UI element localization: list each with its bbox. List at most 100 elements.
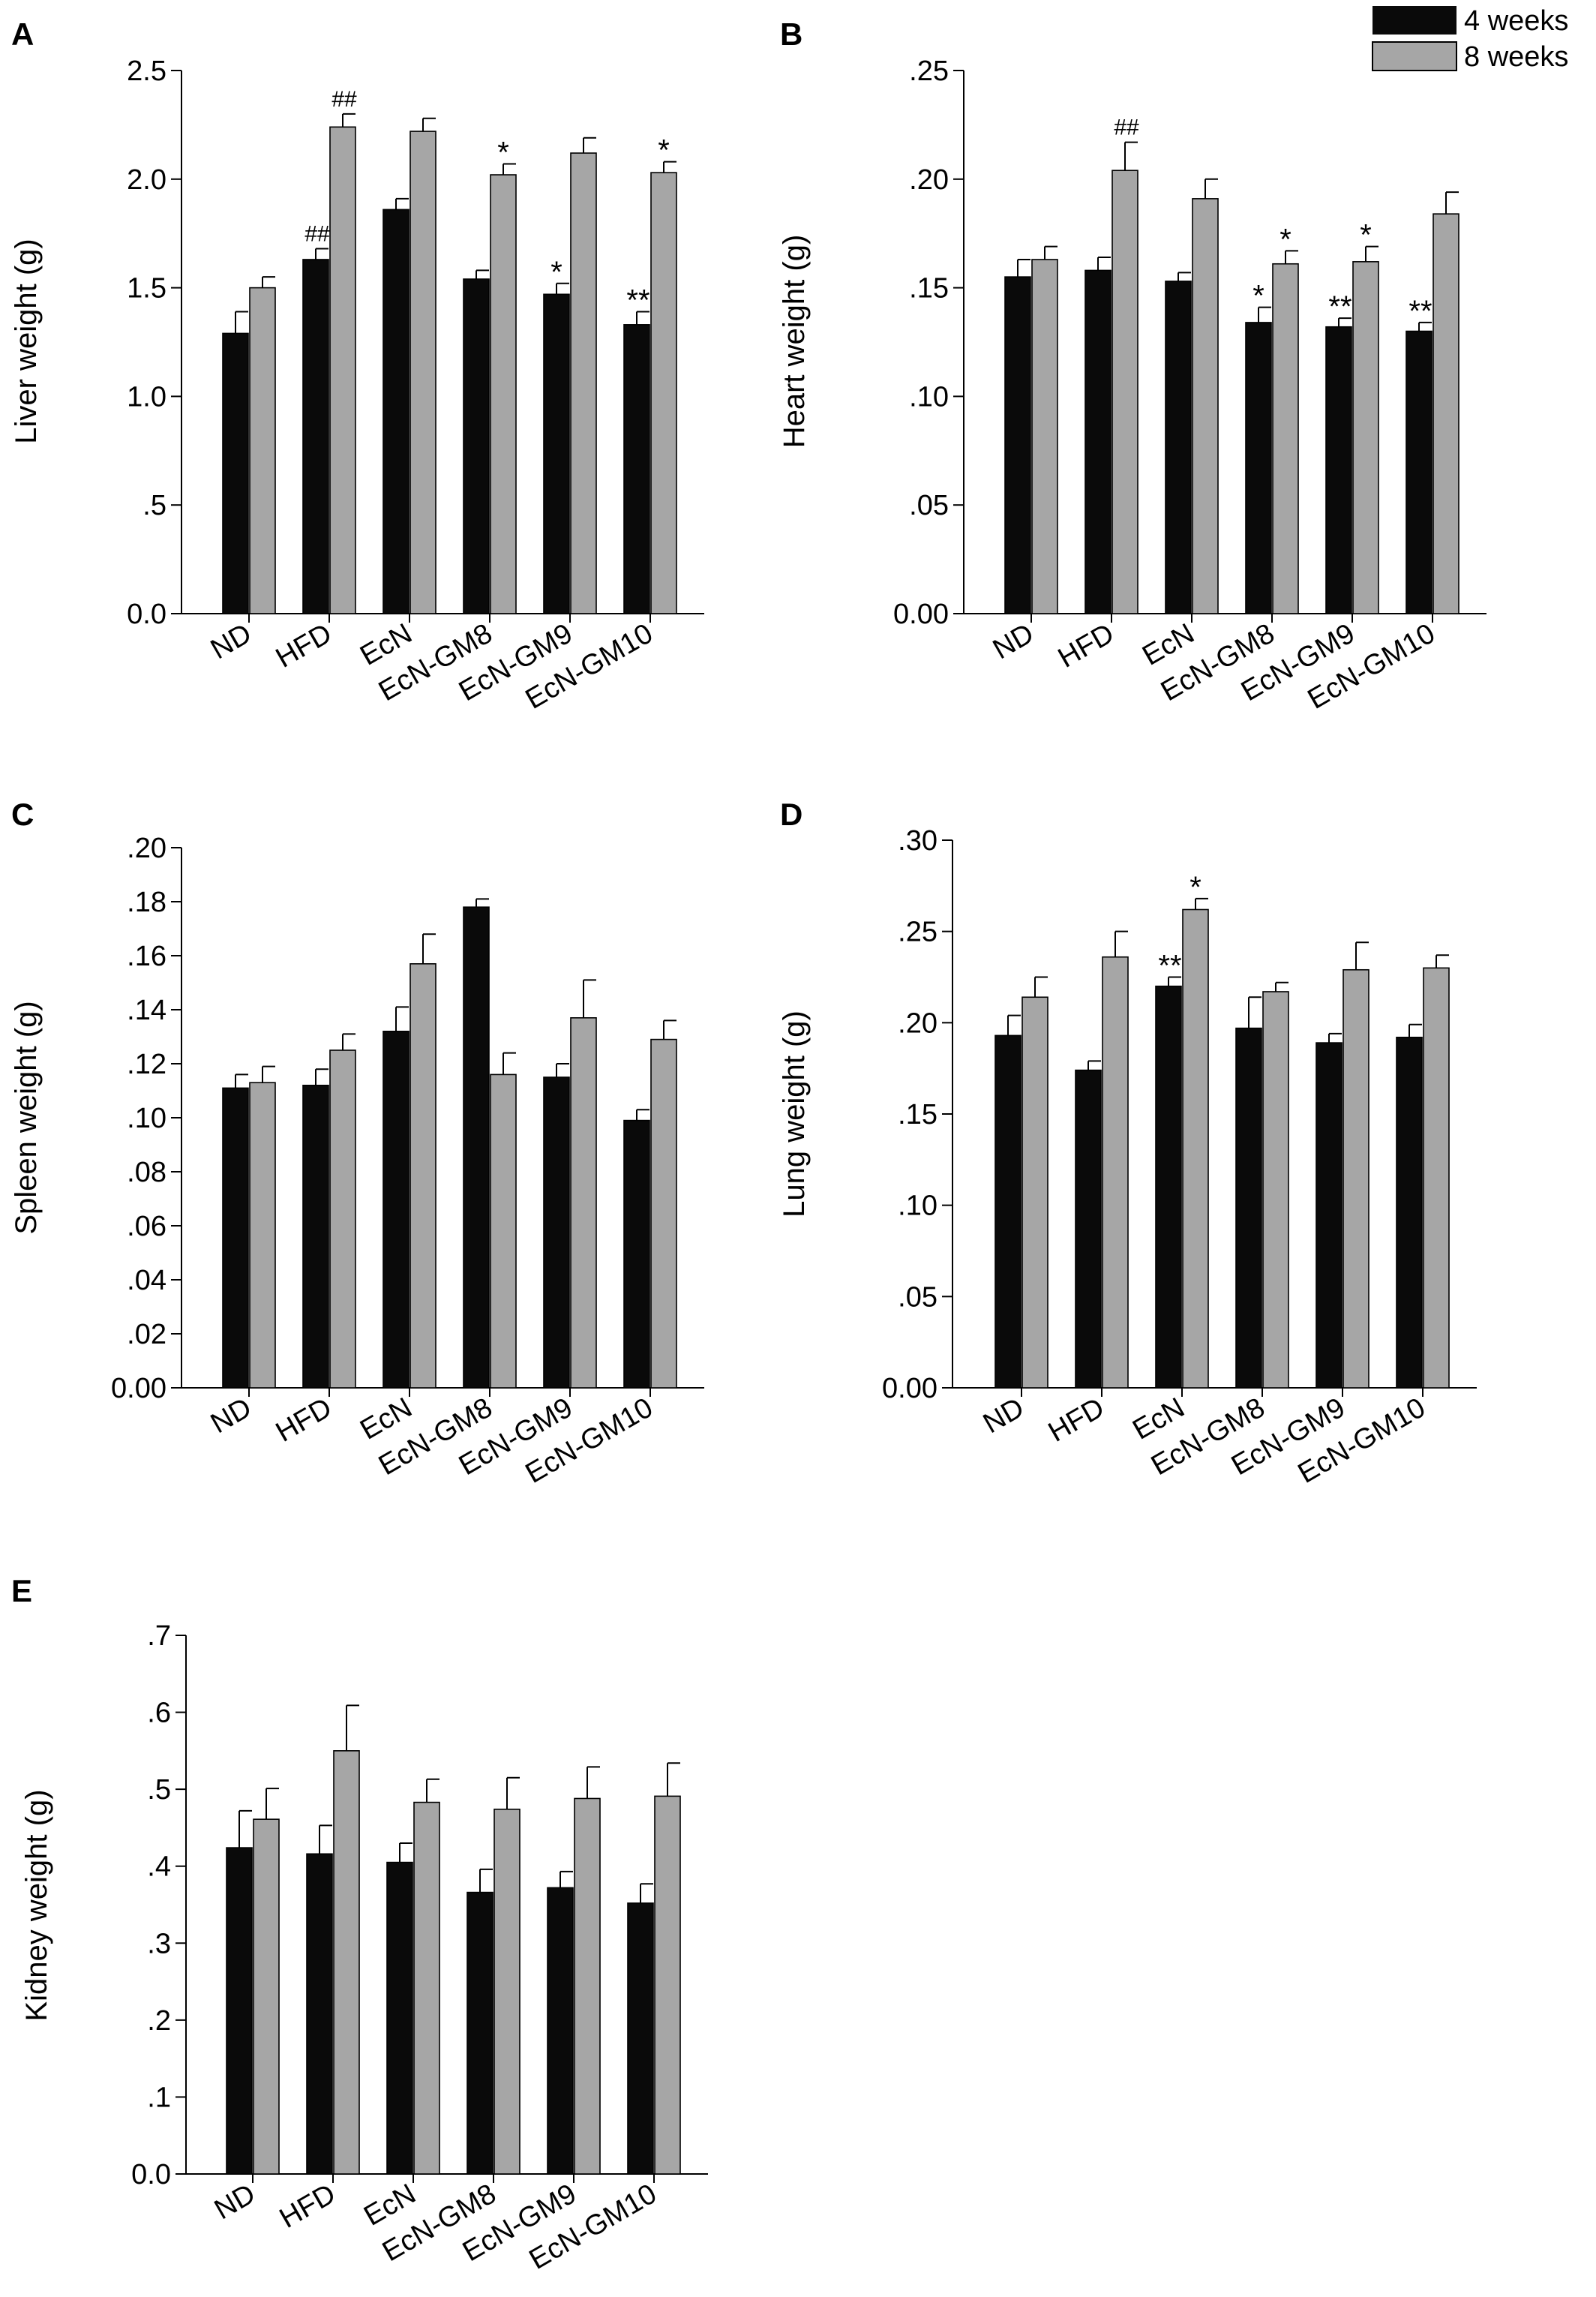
x-tick-label: HFD — [1043, 1392, 1110, 1448]
bar-4-weeks — [466, 1891, 494, 2175]
bar-4-weeks — [547, 1887, 574, 2175]
significance-hash: ## — [332, 87, 357, 112]
y-tick-label: .14 — [127, 995, 166, 1026]
bar-8-weeks — [490, 174, 517, 614]
y-tick-label: .12 — [127, 1049, 166, 1080]
bar-8-weeks — [650, 1038, 677, 1389]
bar-8-weeks — [1432, 213, 1460, 614]
bar-4-weeks — [1316, 1042, 1342, 1389]
x-tick-label: ND — [206, 1392, 257, 1440]
bar-4-weeks — [302, 1085, 329, 1389]
bar-8-weeks — [1192, 198, 1219, 614]
y-tick-label: .30 — [898, 825, 938, 857]
bar-8-weeks — [1342, 968, 1370, 1389]
y-tick-label: .16 — [127, 941, 166, 972]
y-tick-label: 0.0 — [127, 599, 166, 630]
y-tick-label: .5 — [142, 490, 166, 521]
bar-4-weeks — [222, 1087, 249, 1389]
y-tick-label: 0.00 — [882, 1373, 938, 1404]
significance-hash: ## — [304, 221, 330, 246]
bar-8-weeks — [249, 287, 276, 614]
bar-4-weeks — [463, 906, 490, 1389]
bar-8-weeks — [410, 131, 436, 614]
significance-star: * — [658, 134, 670, 167]
panel-letter: A — [11, 17, 34, 52]
bar-8-weeks — [1423, 967, 1450, 1389]
bar-4-weeks — [226, 1847, 253, 2175]
significance-star: * — [1360, 219, 1372, 252]
bar-8-weeks — [253, 1818, 280, 2175]
bar-8-weeks — [410, 963, 436, 1389]
bar-4-weeks — [994, 1034, 1022, 1389]
bar-4-weeks — [386, 1861, 413, 2175]
y-tick-label: 0.00 — [893, 599, 949, 630]
bar-8-weeks — [413, 1801, 440, 2175]
y-tick-label: .5 — [147, 1774, 171, 1806]
legend-label-4-weeks: 4 weeks — [1464, 5, 1568, 37]
y-tick-label: .04 — [127, 1265, 166, 1296]
legend-label-8-weeks: 8 weeks — [1464, 41, 1568, 73]
bar-8-weeks — [1112, 170, 1138, 614]
y-tick-label: .15 — [909, 273, 949, 305]
significance-star: * — [497, 137, 509, 170]
significance-star: ** — [1408, 295, 1432, 328]
panel-letter: C — [11, 797, 34, 832]
bar-4-weeks — [1075, 1069, 1102, 1389]
panel-a: A Liver weight (g) 0.0 .5 1.0 1.5 2.0 2.5 ND HFD #… — [10, 17, 704, 716]
bar-4-weeks — [306, 1853, 333, 2175]
significance-star: ** — [1158, 950, 1181, 983]
bar-8-weeks — [329, 1049, 356, 1389]
y-tick-label: 2.5 — [127, 56, 166, 87]
y-tick-label: .10 — [909, 381, 949, 413]
bar-4-weeks — [543, 293, 570, 614]
y-tick-label: .20 — [898, 1007, 938, 1039]
y-tick-label: .18 — [127, 887, 166, 918]
y-tick-label: 0.00 — [111, 1373, 166, 1404]
x-tick-label: ND — [978, 1392, 1030, 1440]
bar-8-weeks — [570, 1017, 597, 1389]
bar-8-weeks — [574, 1797, 601, 2175]
panel-d: D Lung weight (g) 0.00 .05 .10 .15 .20 .25 .30 ND… — [778, 797, 1477, 1490]
x-tick-label: HFD — [1053, 617, 1120, 674]
y-tick-label: .20 — [909, 164, 949, 196]
y-tick-label: .06 — [127, 1211, 166, 1242]
legend-swatch-8-weeks — [1372, 41, 1457, 71]
significance-star: * — [1252, 280, 1264, 313]
bar-4-weeks — [1004, 276, 1031, 614]
y-tick-label: .3 — [147, 1928, 171, 1959]
bar-4-weeks — [1396, 1037, 1423, 1389]
y-tick-label: 1.0 — [127, 381, 166, 413]
y-tick-label: .10 — [127, 1103, 166, 1134]
y-axis-label: Heart weight (g) — [778, 235, 811, 449]
y-tick-label: .08 — [127, 1157, 166, 1188]
bar-8-weeks — [1182, 908, 1209, 1389]
bar-4-weeks — [382, 1031, 410, 1389]
bar-4-weeks — [543, 1076, 570, 1389]
panel-e: E Kidney weight (g) 0.0 .1 .2 .3 .4 .5 .6 .7 ND HFD… — [11, 1573, 708, 2276]
legend-swatch-4-weeks — [1372, 6, 1456, 35]
significance-star: ** — [626, 284, 650, 317]
x-tick-label: HFD — [274, 2178, 341, 2234]
significance-star: * — [1190, 871, 1202, 904]
x-tick-label: ND — [988, 617, 1040, 665]
legend: 4 weeks 8 weeks — [1372, 5, 1568, 73]
bar-8-weeks — [490, 1073, 517, 1389]
x-tick-label: ND — [209, 2178, 261, 2226]
bar-8-weeks — [329, 126, 356, 614]
bar-4-weeks — [1084, 269, 1112, 614]
y-axis-label: Spleen weight (g) — [10, 1001, 43, 1234]
y-axis-label: Lung weight (g) — [778, 1010, 811, 1218]
bar-4-weeks — [382, 209, 410, 614]
significance-star: * — [1280, 223, 1292, 256]
bar-8-weeks — [650, 172, 677, 614]
bar-4-weeks — [623, 324, 650, 614]
bar-4-weeks — [1245, 322, 1272, 614]
bar-8-weeks — [570, 152, 597, 614]
bar-8-weeks — [1352, 261, 1379, 614]
x-tick-label: HFD — [271, 617, 338, 674]
bar-4-weeks — [302, 259, 329, 614]
y-tick-label: .4 — [147, 1851, 171, 1883]
y-tick-label: .7 — [147, 1620, 171, 1652]
y-tick-label: .2 — [147, 2005, 171, 2037]
bar-4-weeks — [1406, 330, 1432, 614]
